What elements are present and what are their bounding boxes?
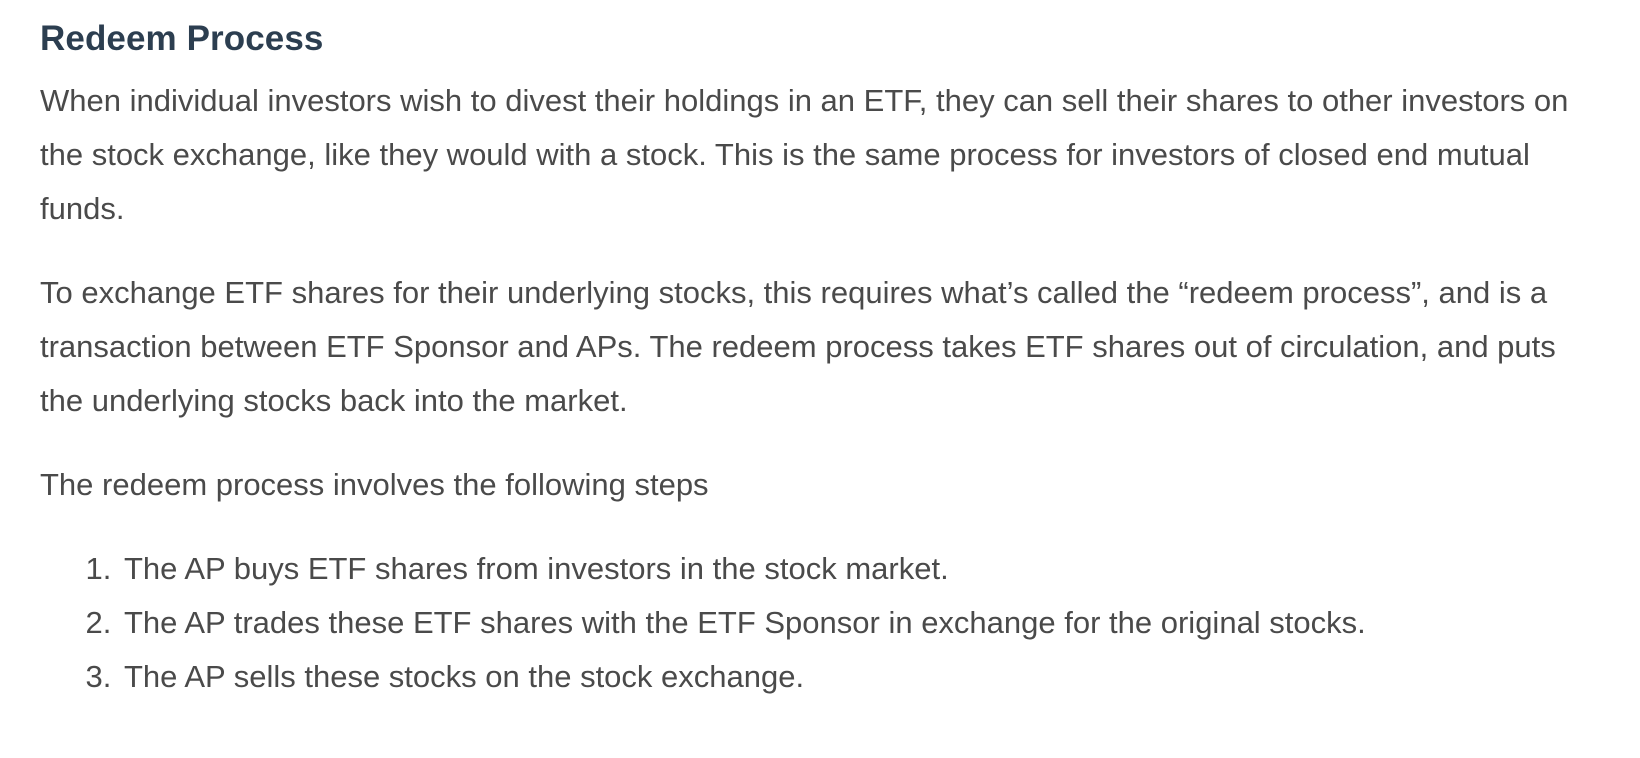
article-section: Redeem Process When individual investors… (40, 18, 1600, 704)
list-item: The AP sells these stocks on the stock e… (120, 650, 1600, 704)
list-item: The AP buys ETF shares from investors in… (120, 542, 1600, 596)
list-item: The AP trades these ETF shares with the … (120, 596, 1600, 650)
paragraph-steps-intro: The redeem process involves the followin… (40, 467, 709, 502)
paragraph-redeem-definition: To exchange ETF shares for their underly… (40, 275, 1556, 418)
section-title: Redeem Process (40, 19, 324, 58)
steps-list: The AP buys ETF shares from investors in… (40, 542, 1600, 704)
paragraph-divest: When individual investors wish to divest… (40, 83, 1569, 226)
